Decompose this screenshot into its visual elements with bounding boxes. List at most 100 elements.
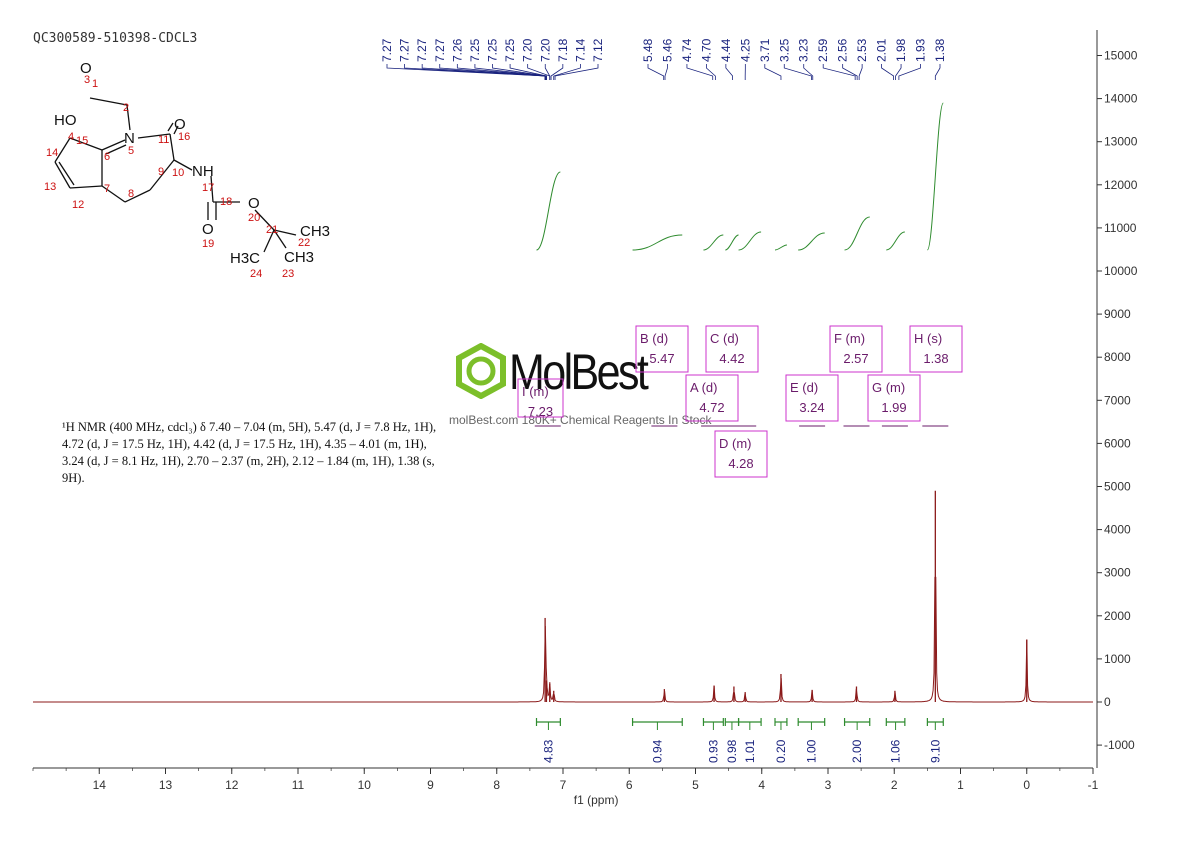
- peak-label-connector: [550, 64, 564, 80]
- y-tick-label: 4000: [1104, 523, 1131, 537]
- integral-curve: [886, 231, 905, 251]
- y-tick-label: -1000: [1104, 738, 1135, 752]
- peak-shift-label: 4.70: [699, 38, 713, 62]
- multiplet-box: [867, 374, 921, 422]
- sample-id: QC300589-510398-CDCL3: [33, 31, 198, 46]
- multiplet-shift: 1.99: [881, 400, 906, 415]
- y-tick-label: 10000: [1104, 264, 1138, 278]
- integral-curve: [703, 234, 724, 251]
- multiplet-label: A (d): [690, 380, 717, 395]
- peak-shift-label: 5.48: [641, 38, 655, 62]
- atom-h3c: H3C: [230, 250, 260, 267]
- x-tick-label: 3: [825, 778, 832, 792]
- peak-shift-label: 4.74: [680, 38, 694, 62]
- integral-value: 1.01: [743, 739, 757, 763]
- integral-curve: [774, 244, 787, 251]
- atom-number-6: 6: [104, 151, 110, 163]
- integral-value: 0.94: [650, 739, 664, 763]
- peak-shift-label: 7.27: [380, 38, 394, 62]
- atom-number-24: 24: [250, 268, 262, 280]
- integral-value: 1.06: [889, 739, 903, 763]
- multiplet-label: C (d): [710, 331, 739, 346]
- atom-number-5: 5: [128, 145, 134, 157]
- integral-value: 9.10: [928, 739, 942, 763]
- integral-curve: [632, 234, 683, 251]
- x-tick-label: 10: [358, 778, 372, 792]
- atom-o-carbonyl: O: [80, 60, 92, 77]
- peak-label-connector: [553, 64, 581, 80]
- atom-number-1: 1: [92, 78, 98, 90]
- peak-shift-label: 4.44: [719, 38, 733, 62]
- y-tick-label: 14000: [1104, 92, 1138, 106]
- x-tick-label: 13: [159, 778, 173, 792]
- peak-shift-label: 2.01: [875, 38, 889, 62]
- peak-label-connector: [647, 64, 665, 80]
- atom-nh: NH: [192, 163, 214, 180]
- atom-number-17: 17: [202, 182, 214, 194]
- atom-number-10: 10: [172, 167, 184, 179]
- integral-value: 4.83: [541, 739, 555, 763]
- peak-shift-label: 7.25: [468, 38, 482, 62]
- molbest-watermark: MolBest molBest.com 180K+ Chemical Reage…: [449, 343, 753, 433]
- atom-o-ester: O: [248, 195, 260, 212]
- y-tick-label: 0: [1104, 695, 1111, 709]
- multiplet-label: I (m): [522, 384, 549, 399]
- y-tick-label: 11000: [1104, 221, 1137, 235]
- peak-shift-label: 2.56: [836, 38, 850, 62]
- peak-label-connector: [934, 64, 941, 80]
- y-tick-label: 1000: [1104, 652, 1131, 666]
- atom-number-13: 13: [44, 181, 56, 193]
- y-tick-label: 8000: [1104, 350, 1131, 364]
- atom-number-4: 4: [68, 131, 74, 143]
- peak-label-connector: [822, 64, 856, 80]
- atom-number-16: 16: [178, 131, 190, 143]
- multiplet-shift: 4.42: [719, 351, 744, 366]
- multiplet-box: [714, 430, 768, 478]
- multiplet-shift: 5.47: [649, 351, 674, 366]
- x-tick-label: 1: [957, 778, 964, 792]
- peak-label-connector: [764, 64, 782, 80]
- x-tick-label: 12: [225, 778, 239, 792]
- integral-curve: [725, 234, 739, 251]
- integral-curve: [844, 216, 870, 251]
- multiplet-shift: 4.28: [728, 456, 753, 471]
- logo-tagline: molBest.com 180K+ Chemical Reagents In S…: [449, 413, 712, 427]
- peak-label-connector: [898, 64, 921, 80]
- atom-number-19: 19: [202, 238, 214, 250]
- atom-number-7: 7: [104, 183, 110, 195]
- spectrum-trace: [33, 576, 1093, 703]
- multiplet-shift: 4.72: [699, 400, 724, 415]
- atom-number-12: 12: [72, 199, 84, 211]
- atom-number-14: 14: [46, 147, 58, 159]
- peak-shift-label: 7.14: [573, 38, 587, 62]
- peak-label-connector: [725, 64, 733, 80]
- peak-label-connector: [554, 64, 599, 80]
- peak-shift-label: 7.27: [415, 38, 429, 62]
- y-tick-label: 13000: [1104, 135, 1138, 149]
- peak-shift-label: 7.20: [538, 38, 552, 62]
- peak-shift-label: 1.38: [933, 38, 947, 62]
- atom-number-8: 8: [128, 188, 134, 200]
- peak-label-connector: [509, 64, 547, 80]
- multiplet-shift: 2.57: [843, 351, 868, 366]
- y-tick-label: 6000: [1104, 436, 1131, 450]
- atom-ho: HO: [54, 112, 77, 129]
- peak-shift-label: 7.12: [591, 38, 605, 62]
- multiplet-box: [685, 374, 739, 422]
- multiplet-box: [635, 325, 689, 373]
- atom-ch3-23: CH3: [284, 249, 314, 266]
- multiplet-box: [829, 325, 883, 373]
- atom-number-2: 2: [123, 102, 129, 114]
- y-tick-label: 5000: [1104, 480, 1131, 494]
- x-tick-label: 6: [626, 778, 633, 792]
- peak-label-connector: [686, 64, 714, 80]
- x-tick-label: 14: [93, 778, 107, 792]
- y-tick-label: 15000: [1104, 49, 1138, 63]
- atom-o-boc: O: [202, 221, 214, 238]
- multiplet-label: G (m): [872, 380, 905, 395]
- peak-label-connector: [664, 64, 668, 80]
- multiplet-label: D (m): [719, 436, 752, 451]
- y-tick-label: 2000: [1104, 609, 1131, 623]
